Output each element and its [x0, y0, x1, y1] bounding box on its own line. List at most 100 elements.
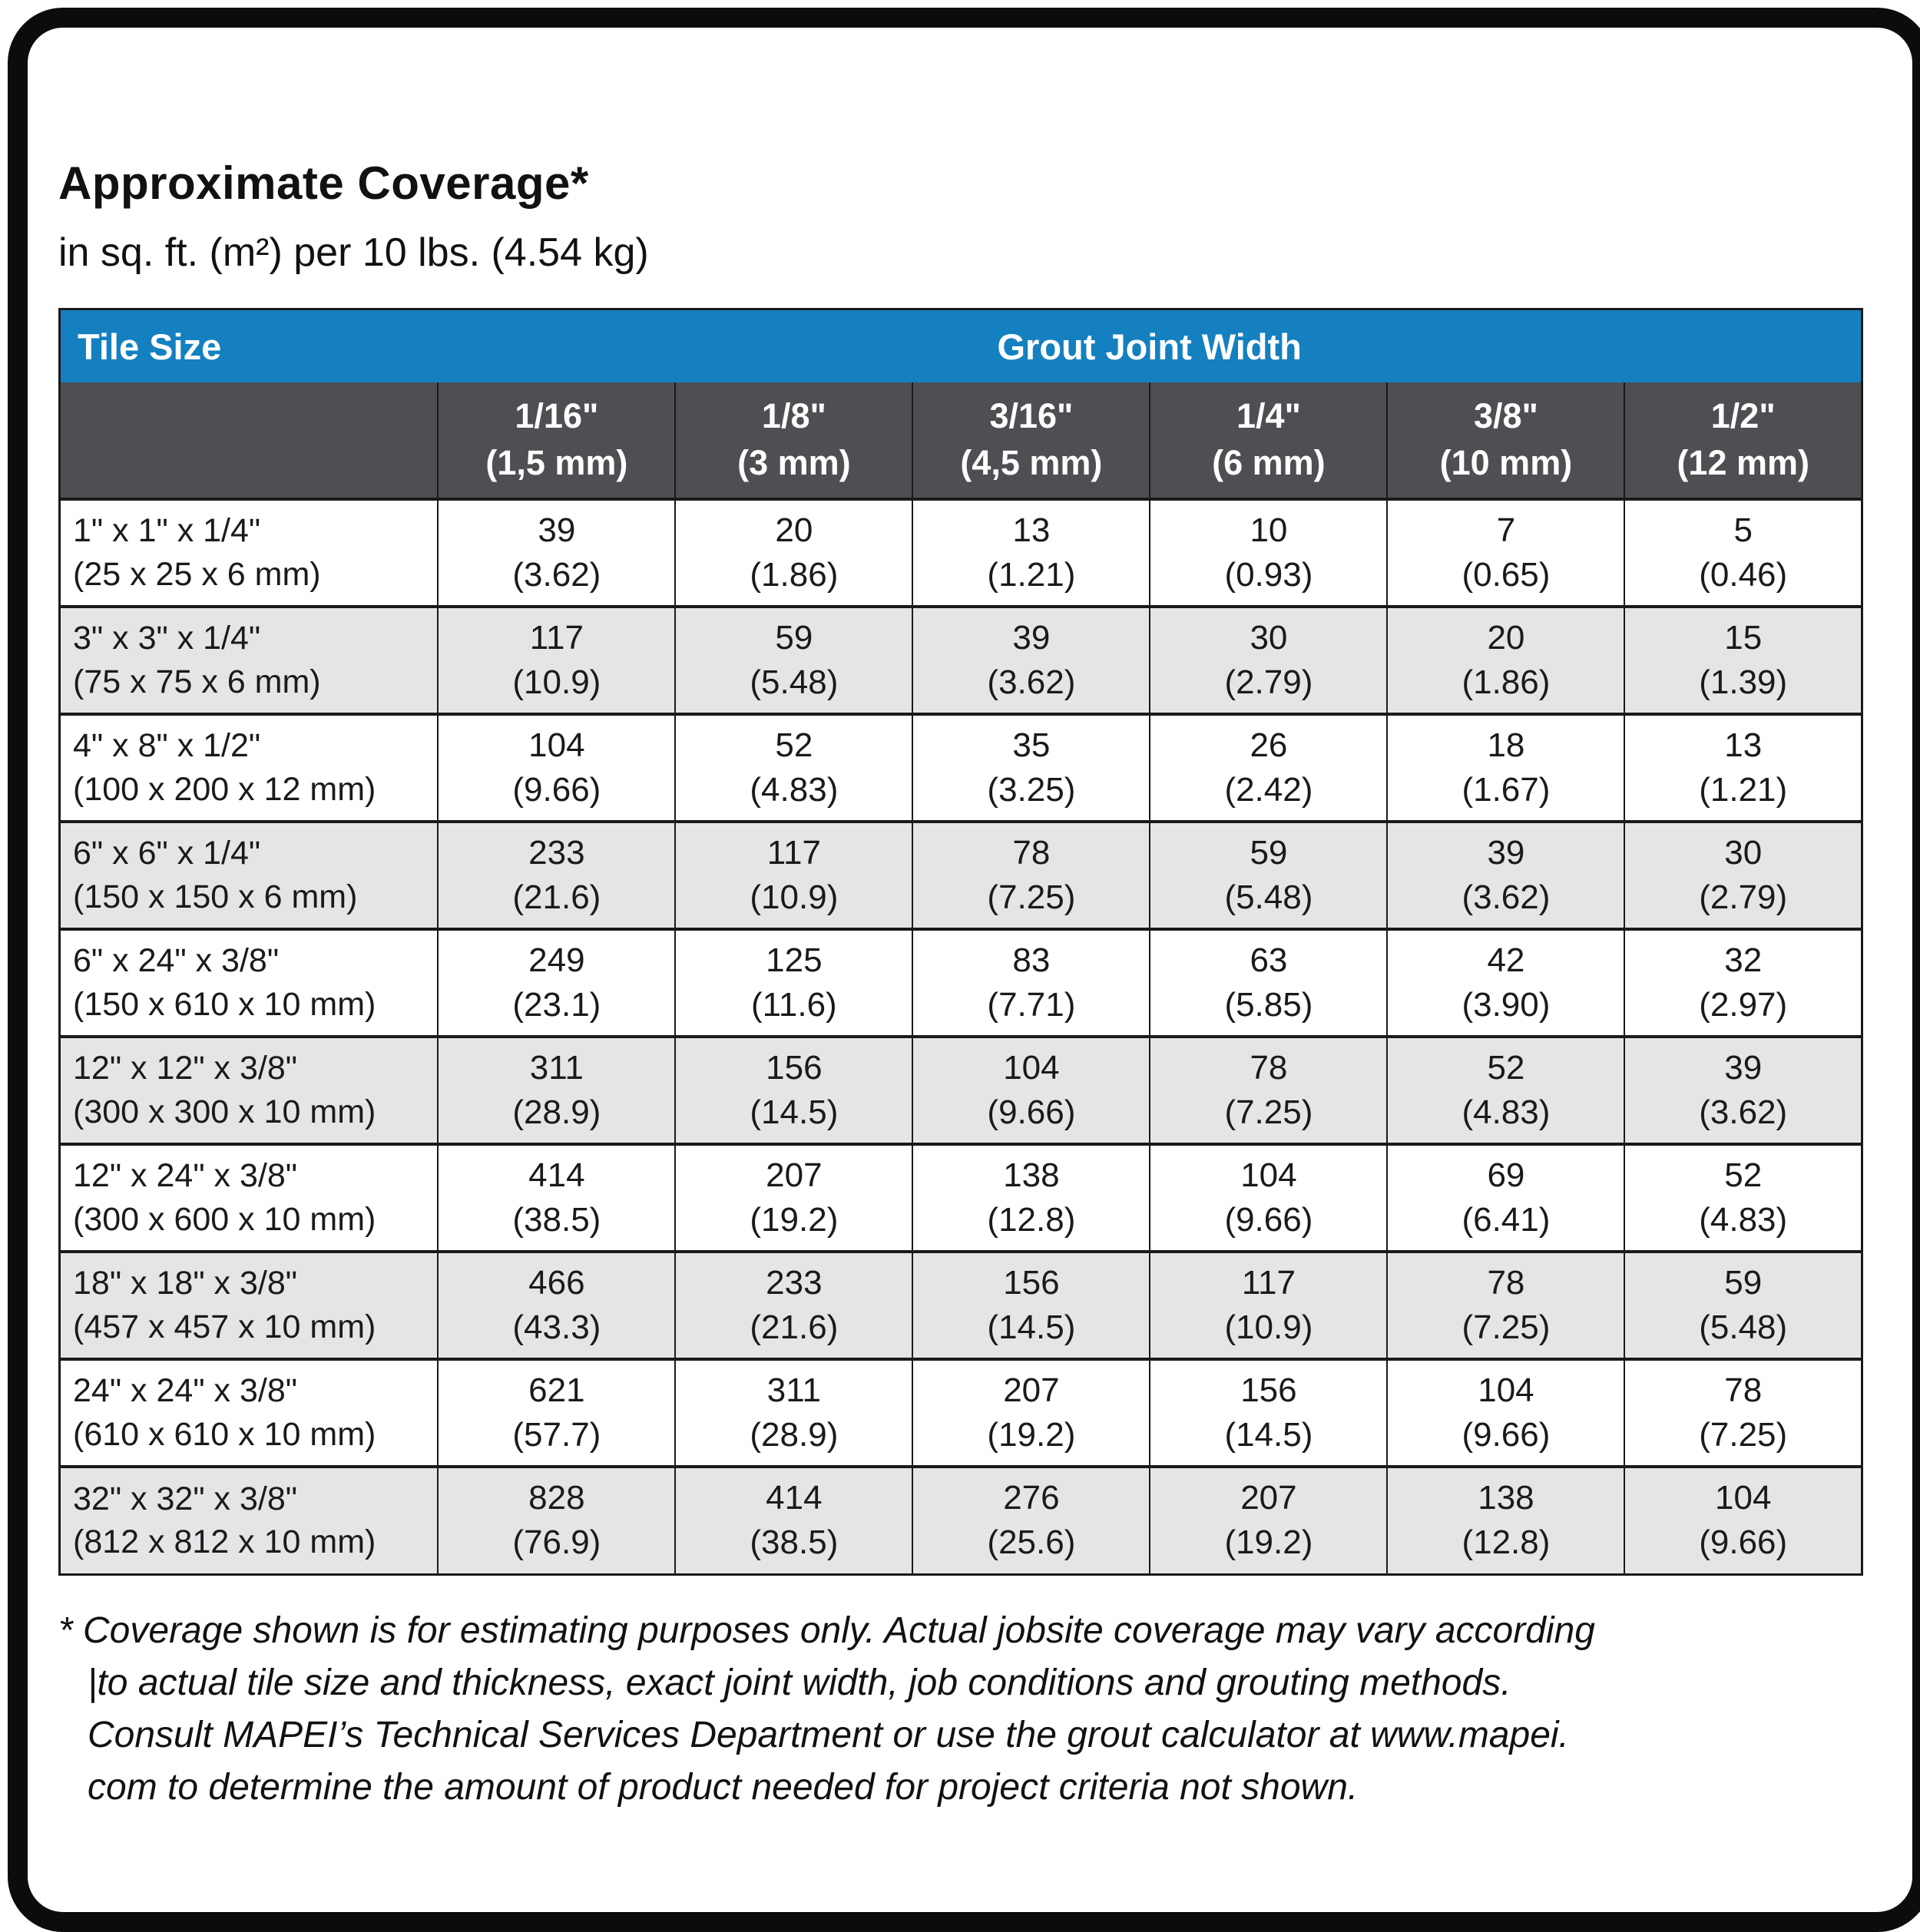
coverage-cell: 78 (7.25): [1624, 1359, 1862, 1467]
table-row: 4" x 8" x 1/2" (100 x 200 x 12 mm) 104 (9.6…: [59, 714, 1862, 822]
table-row: 6" x 6" x 1/4" (150 x 150 x 6 mm) 233 (21.6…: [59, 822, 1862, 929]
tile-size-cell: 1" x 1" x 1/4" (25 x 25 x 6 mm): [73, 512, 321, 593]
grout-width-column-header: 1/8" (3 mm): [674, 382, 913, 499]
table-row: 18" x 18" x 3/8" (457 x 457 x 10 mm) 466 (4…: [59, 1252, 1862, 1359]
grout-width-column-header: 1/4" (6 mm): [1149, 382, 1388, 499]
coverage-cell: 20 (1.86): [1386, 607, 1625, 714]
subheader-empty-cell: [59, 382, 439, 499]
footnote-line: Consult MAPEI’s Technical Services Depar…: [88, 1714, 1569, 1755]
coverage-cell: 30 (2.79): [1149, 607, 1388, 714]
grout-width-column-header: 3/16" (4,5 mm): [912, 382, 1150, 499]
footnote-line: |to actual tile size and thickness, exac…: [88, 1662, 1511, 1703]
coverage-cell: 10 (0.93): [1149, 499, 1388, 607]
coverage-cell: 39 (3.62): [912, 607, 1150, 714]
coverage-cell: 828 (76.9): [437, 1467, 676, 1574]
page-subtitle: in sq. ft. (m²) per 10 lbs. (4.54 kg): [58, 230, 649, 275]
grout-joint-width-header: Grout Joint Width: [438, 309, 1862, 382]
coverage-cell: 5 (0.46): [1624, 499, 1862, 607]
coverage-cell: 35 (3.25): [912, 714, 1150, 822]
coverage-cell: 156 (14.5): [1149, 1359, 1388, 1467]
coverage-cell: 466 (43.3): [437, 1252, 676, 1359]
coverage-cell: 125 (11.6): [674, 929, 913, 1037]
coverage-cell: 138 (12.8): [1386, 1467, 1625, 1574]
coverage-cell: 52 (4.83): [1624, 1144, 1862, 1252]
table-row: 24" x 24" x 3/8" (610 x 610 x 10 mm) 621 (5…: [59, 1359, 1862, 1467]
tile-size-header: Tile Size: [59, 309, 439, 382]
coverage-cell: 13 (1.21): [912, 499, 1150, 607]
coverage-cell: 207 (19.2): [674, 1144, 913, 1252]
coverage-cell: 249 (23.1): [437, 929, 676, 1037]
coverage-cell: 15 (1.39): [1624, 607, 1862, 714]
coverage-table: Tile Size Grout Joint Width 1/16" (1,5 mm…: [58, 308, 1863, 1576]
coverage-cell: 7 (0.65): [1386, 499, 1625, 607]
table-row: 32" x 32" x 3/8" (812 x 812 x 10 mm) 828 (7…: [59, 1467, 1862, 1574]
coverage-cell: 52 (4.83): [1386, 1037, 1625, 1144]
tile-size-cell: 4" x 8" x 1/2" (100 x 200 x 12 mm): [73, 727, 376, 808]
coverage-cell: 207 (19.2): [1149, 1467, 1388, 1574]
table-subheader-row: 1/16" (1,5 mm) 1/8" (3 mm) 3/16" (4,5 mm) 1/4"…: [59, 382, 1862, 499]
coverage-cell: 104 (9.66): [1386, 1359, 1625, 1467]
coverage-cell: 78 (7.25): [1149, 1037, 1388, 1144]
tile-size-cell: 6" x 24" x 3/8" (150 x 610 x 10 mm): [73, 942, 376, 1023]
tile-size-cell: 24" x 24" x 3/8" (610 x 610 x 10 mm): [73, 1372, 376, 1453]
coverage-cell: 233 (21.6): [437, 822, 676, 929]
tile-size-cell: 12" x 24" x 3/8" (300 x 600 x 10 mm): [73, 1157, 376, 1238]
coverage-cell: 104 (9.66): [1149, 1144, 1388, 1252]
coverage-cell: 83 (7.71): [912, 929, 1150, 1037]
coverage-cell: 78 (7.25): [1386, 1252, 1625, 1359]
coverage-cell: 276 (25.6): [912, 1467, 1150, 1574]
coverage-cell: 32 (2.97): [1624, 929, 1862, 1037]
coverage-cell: 63 (5.85): [1149, 929, 1388, 1037]
tile-size-cell: 18" x 18" x 3/8" (457 x 457 x 10 mm): [73, 1265, 376, 1345]
table-row: 3" x 3" x 1/4" (75 x 75 x 6 mm) 117 (10.9) 5…: [59, 607, 1862, 714]
table-row: 6" x 24" x 3/8" (150 x 610 x 10 mm) 249 (23…: [59, 929, 1862, 1037]
footnote: * Coverage shown is for estimating purpo…: [58, 1605, 1882, 1815]
grout-width-column-header: 1/2" (12 mm): [1624, 382, 1862, 499]
coverage-cell: 18 (1.67): [1386, 714, 1625, 822]
coverage-cell: 39 (3.62): [1624, 1037, 1862, 1144]
page-frame: Approximate Coverage* in sq. ft. (m²) pe…: [8, 8, 1920, 1932]
coverage-cell: 414 (38.5): [674, 1467, 913, 1574]
tile-size-cell: 12" x 12" x 3/8" (300 x 300 x 10 mm): [73, 1050, 376, 1130]
coverage-cell: 117 (10.9): [1149, 1252, 1388, 1359]
table-header-row: Tile Size Grout Joint Width: [59, 309, 1862, 382]
coverage-cell: 207 (19.2): [912, 1359, 1150, 1467]
table-row: 12" x 24" x 3/8" (300 x 600 x 10 mm) 414 (3…: [59, 1144, 1862, 1252]
coverage-cell: 156 (14.5): [912, 1252, 1150, 1359]
coverage-cell: 59 (5.48): [1624, 1252, 1862, 1359]
coverage-cell: 104 (9.66): [1624, 1467, 1862, 1574]
table-row: 12" x 12" x 3/8" (300 x 300 x 10 mm) 311 (2…: [59, 1037, 1862, 1144]
page-content: Approximate Coverage* in sq. ft. (m²) pe…: [28, 28, 1912, 1814]
coverage-cell: 138 (12.8): [912, 1144, 1150, 1252]
coverage-cell: 233 (21.6): [674, 1252, 913, 1359]
grout-width-column-header: 3/8" (10 mm): [1386, 382, 1625, 499]
coverage-cell: 156 (14.5): [674, 1037, 913, 1144]
tile-size-cell: 6" x 6" x 1/4" (150 x 150 x 6 mm): [73, 835, 358, 915]
page-title: Approximate Coverage*: [58, 157, 589, 209]
coverage-cell: 414 (38.5): [437, 1144, 676, 1252]
coverage-cell: 78 (7.25): [912, 822, 1150, 929]
table-row: 1" x 1" x 1/4" (25 x 25 x 6 mm) 39 (3.62) 20…: [59, 499, 1862, 607]
coverage-cell: 311 (28.9): [674, 1359, 913, 1467]
coverage-cell: 30 (2.79): [1624, 822, 1862, 929]
tile-size-cell: 3" x 3" x 1/4" (75 x 75 x 6 mm): [73, 620, 321, 700]
coverage-cell: 39 (3.62): [1386, 822, 1625, 929]
tile-size-cell: 32" x 32" x 3/8" (812 x 812 x 10 mm): [73, 1480, 376, 1561]
coverage-cell: 39 (3.62): [437, 499, 676, 607]
grout-width-column-header: 1/16" (1,5 mm): [437, 382, 676, 499]
coverage-cell: 13 (1.21): [1624, 714, 1862, 822]
coverage-cell: 117 (10.9): [674, 822, 913, 929]
coverage-cell: 311 (28.9): [437, 1037, 676, 1144]
coverage-cell: 69 (6.41): [1386, 1144, 1625, 1252]
coverage-cell: 104 (9.66): [437, 714, 676, 822]
coverage-cell: 26 (2.42): [1149, 714, 1388, 822]
coverage-cell: 621 (57.7): [437, 1359, 676, 1467]
footnote-line: com to determine the amount of product n…: [88, 1766, 1359, 1808]
coverage-cell: 20 (1.86): [674, 499, 913, 607]
coverage-cell: 59 (5.48): [1149, 822, 1388, 929]
coverage-cell: 52 (4.83): [674, 714, 913, 822]
coverage-cell: 59 (5.48): [674, 607, 913, 714]
footnote-line: * Coverage shown is for estimating purpo…: [58, 1609, 1595, 1651]
coverage-cell: 117 (10.9): [437, 607, 676, 714]
coverage-cell: 42 (3.90): [1386, 929, 1625, 1037]
